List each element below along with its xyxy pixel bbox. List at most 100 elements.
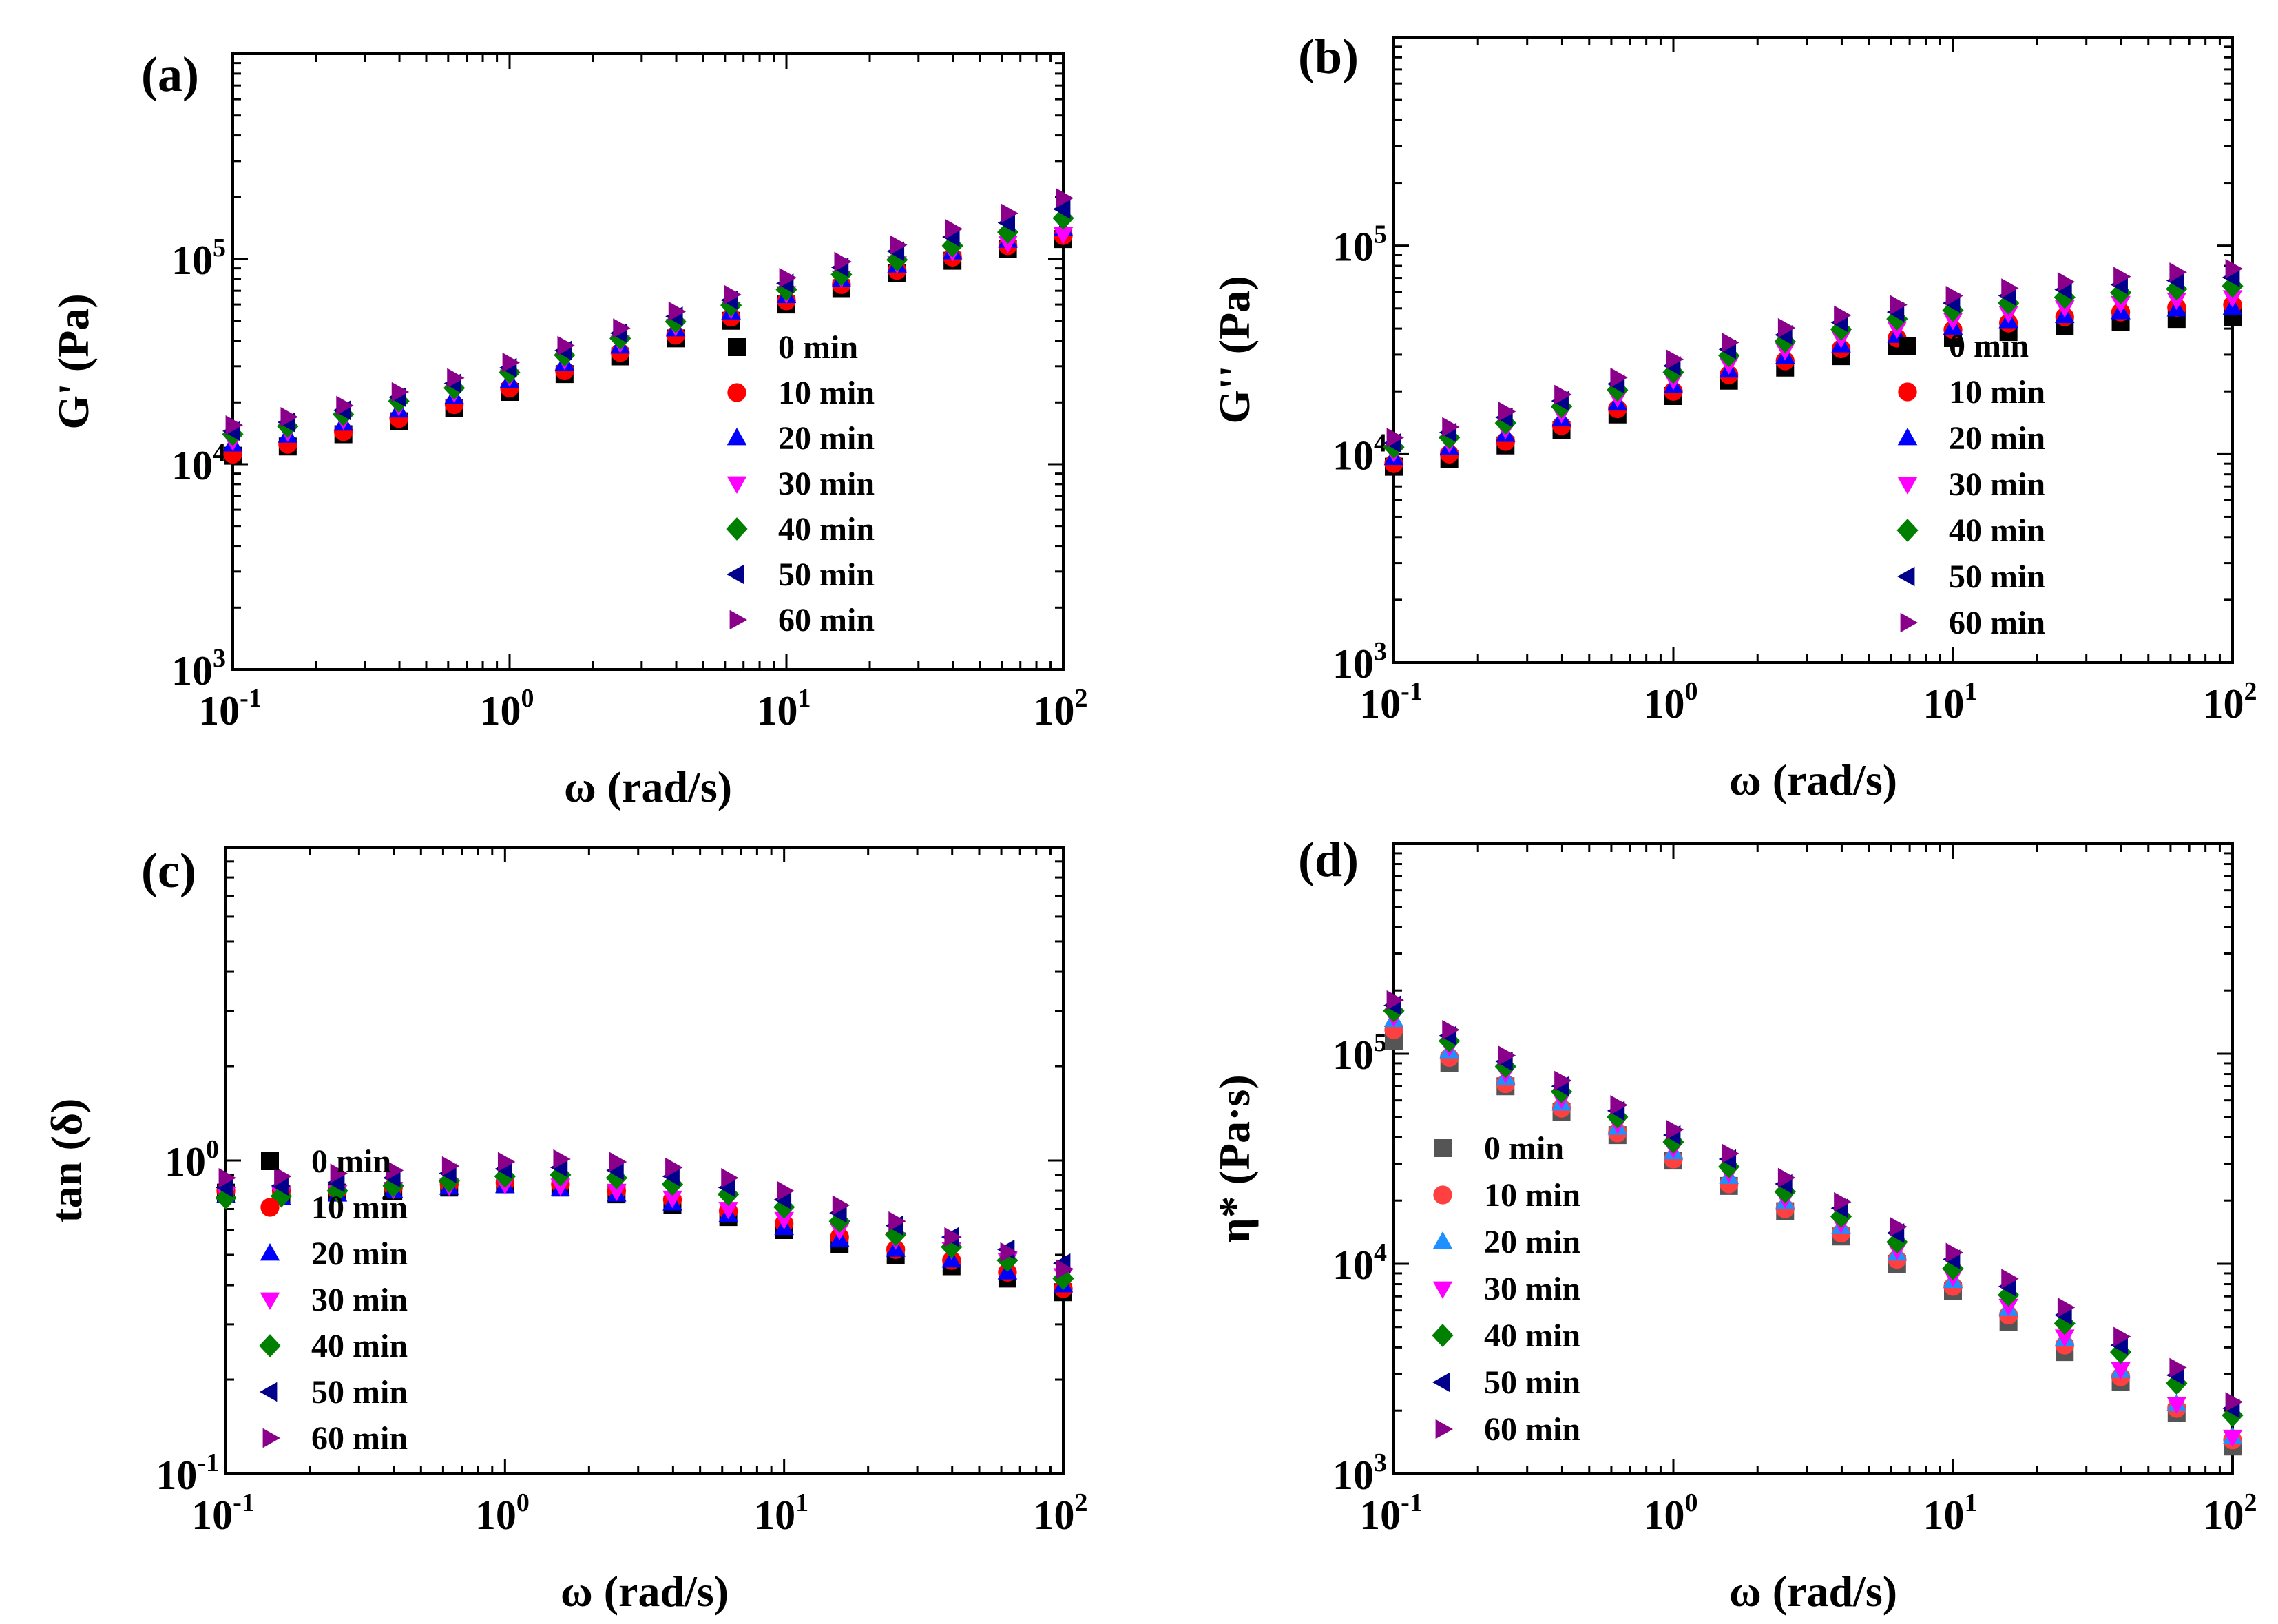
legend-marker (259, 1334, 281, 1357)
panel-b: 10-1 100 101 102 103 104 105 ω (rad/s) G'' (Pa) (… (1210, 29, 2257, 804)
data-point (1774, 1180, 1796, 1204)
legend-marker (260, 1243, 280, 1261)
series-60-min (225, 188, 1074, 435)
y-tick-label: 105 (1333, 1028, 1387, 1078)
x-axis-label: ω (rad/s) (561, 1567, 729, 1616)
data-point (216, 1177, 233, 1198)
legend-entry: 0 min (778, 329, 858, 366)
x-axis-label: ω (rad/s) (1729, 756, 1897, 804)
data-point (2166, 292, 2187, 311)
legend-entry: 0 min (1949, 328, 2029, 364)
series-60-min (1386, 258, 2243, 448)
panel-a: 10-1 100 101 102 103 104 105 ω (rad/s) G' (Pa) (a… (49, 47, 1088, 811)
legend-entry: 20 min (1484, 1224, 1580, 1260)
x-tick-label: 102 (2203, 677, 2257, 727)
legend-entry: 60 min (1484, 1411, 1580, 1448)
legend-marker (1897, 477, 1918, 495)
data-point (665, 1157, 683, 1178)
series-0-min (1385, 308, 2242, 476)
legend-entry: 40 min (1484, 1318, 1580, 1354)
y-tick-label: 103 (171, 644, 226, 694)
data-point (327, 1172, 345, 1193)
x-tick-label: 10-1 (1359, 677, 1423, 727)
data-point (270, 1184, 293, 1208)
legend-entry: 20 min (311, 1236, 408, 1272)
legend-marker (1899, 337, 1916, 355)
legend-entry: 60 min (1949, 605, 2045, 641)
data-point (447, 368, 465, 388)
y-tick-label: 104 (1333, 428, 1387, 478)
y-tick-label: 10-1 (156, 1448, 219, 1498)
x-tick-label: 102 (1034, 684, 1088, 733)
data-point (1774, 329, 1796, 353)
legend-entry: 60 min (778, 602, 875, 638)
y-tick-label: 100 (165, 1135, 219, 1185)
legend-marker (727, 428, 747, 446)
data-point (1554, 384, 1572, 405)
data-point (2166, 1397, 2187, 1415)
data-point (1662, 1130, 1684, 1154)
x-tick-label: 10-1 (191, 1488, 255, 1538)
data-point (1718, 344, 1740, 368)
x-tick-label: 100 (480, 684, 534, 733)
data-point (718, 1177, 736, 1198)
legend-entry: 30 min (778, 466, 875, 502)
data-point (326, 1179, 348, 1203)
data-point (888, 1211, 906, 1231)
series-60-min (1386, 990, 2243, 1412)
legend-marker (728, 338, 746, 356)
x-tick-label: 101 (1923, 1488, 1978, 1538)
y-tick-label: 103 (1333, 1448, 1387, 1498)
data-point (1942, 1256, 1964, 1280)
data-point (1945, 286, 1963, 306)
data-point (779, 267, 797, 288)
data-point (1998, 1283, 2020, 1307)
data-point (336, 395, 354, 416)
data-point (1053, 199, 1071, 219)
legend-marker (1432, 1231, 1453, 1249)
y-tick-label: 105 (1333, 220, 1387, 270)
y-tick-label: 105 (171, 233, 226, 283)
legend-marker (1435, 1419, 1453, 1439)
data-point (1830, 317, 1852, 341)
data-point (2222, 1429, 2243, 1448)
data-point (998, 236, 1018, 253)
plot-frame (1392, 36, 2234, 664)
x-tick-label: 100 (1644, 1488, 1698, 1538)
data-point (613, 318, 631, 338)
data-point (1666, 349, 1684, 369)
legend-entry: 0 min (311, 1143, 391, 1180)
legend-marker (1432, 1281, 1453, 1299)
legend: 0 min 10 min 20 min 30 min 40 min 50 min 60 mi… (259, 1143, 408, 1457)
data-point (2113, 267, 2131, 287)
data-point (1442, 1019, 1460, 1040)
data-point (1000, 1242, 1018, 1262)
data-point (2225, 1392, 2243, 1412)
data-point (1718, 1155, 1740, 1178)
data-point (280, 407, 298, 427)
plot-frame (231, 52, 1065, 671)
data-point (1610, 367, 1628, 388)
legend-marker (260, 1292, 280, 1310)
data-point (1834, 305, 1852, 326)
legend-entry: 20 min (1949, 420, 2045, 457)
data-point (1998, 1298, 2018, 1317)
data-point (1722, 333, 1739, 353)
data-point (557, 335, 575, 356)
data-point (1610, 1095, 1628, 1115)
panel-letter: (b) (1298, 29, 1359, 84)
legend-entry: 0 min (1484, 1130, 1564, 1167)
y-axis-label: tan (δ) (42, 1099, 91, 1223)
legend-marker (727, 476, 747, 494)
data-point (2001, 278, 2019, 298)
data-point (271, 1176, 289, 1196)
legend-entry: 30 min (1949, 466, 2045, 503)
x-tick-label: 101 (757, 684, 811, 733)
data-point (441, 1156, 460, 1176)
data-point (721, 1167, 739, 1188)
data-point (718, 1202, 738, 1220)
legend-marker (1896, 519, 1919, 542)
data-point (774, 1211, 794, 1230)
data-point (2054, 285, 2076, 309)
